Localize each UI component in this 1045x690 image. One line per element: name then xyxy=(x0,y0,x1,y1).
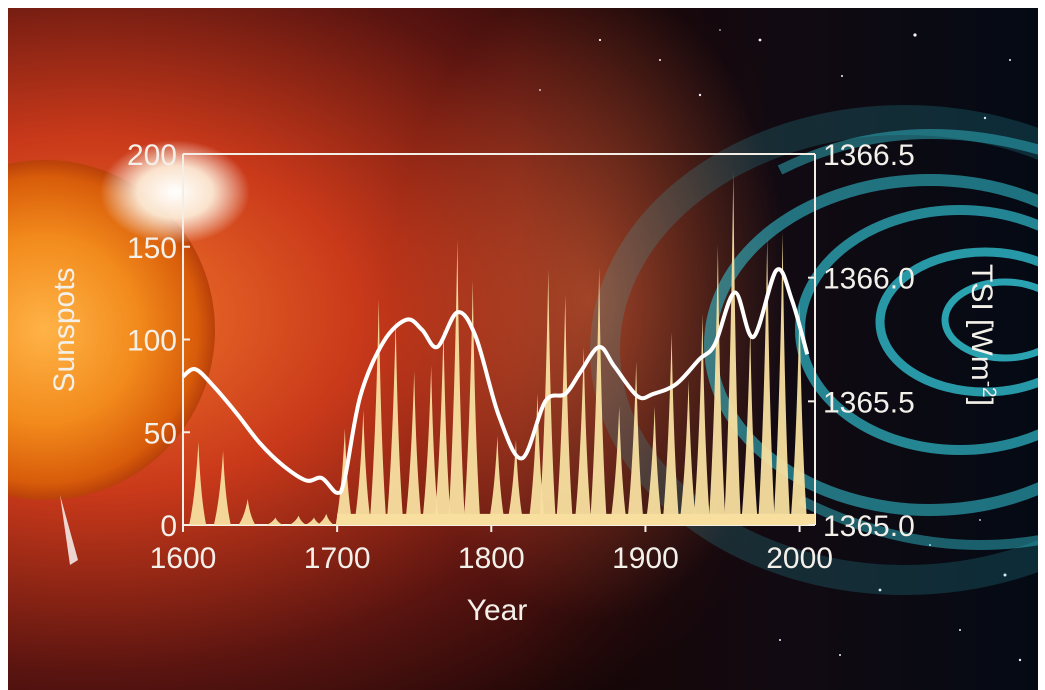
sunspot-cycle-29 xyxy=(708,244,726,525)
sunspot-cycle-3 xyxy=(266,517,284,525)
sunspot-cycle-8 xyxy=(354,409,372,525)
y2-tick-label-3: 1366.5 xyxy=(823,139,915,172)
y-tick-label-3: 150 xyxy=(127,232,177,265)
sunspot-cycle-5 xyxy=(304,517,322,525)
x-tick-label-0: 1600 xyxy=(150,542,217,575)
sunspot-cycle-34 xyxy=(790,302,808,525)
sunspot-cycle-16 xyxy=(488,435,506,525)
y2-axis-title-sup: -2 xyxy=(978,381,999,398)
y-tick-label-2: 100 xyxy=(127,325,177,358)
x-tick-label-3: 1900 xyxy=(612,542,679,575)
sunspot-cycle-24 xyxy=(626,361,644,525)
sunspot-cycle-23 xyxy=(609,406,627,525)
sunspot-cycle-31 xyxy=(741,328,758,525)
y-axis-title: Sunspots xyxy=(48,267,81,392)
solar-flare xyxy=(100,140,250,244)
sunspot-cycle-22 xyxy=(589,267,607,525)
stars xyxy=(539,29,1022,662)
tsi-series xyxy=(181,267,810,495)
x-axis-title: Year xyxy=(467,594,528,627)
y-tick-label-4: 200 xyxy=(127,139,177,172)
sunspot-cycle-1 xyxy=(213,450,231,525)
sunspot-cycle-20 xyxy=(556,294,573,525)
sunspot-cycle-15 xyxy=(463,280,481,525)
y2-axis-title-close: ] xyxy=(965,398,998,406)
sunspot-cycle-9 xyxy=(369,298,387,525)
sunspot-cycle-14 xyxy=(448,239,466,525)
x-tick-label-1: 1700 xyxy=(304,542,371,575)
sunspot-cycle-28 xyxy=(693,313,711,525)
sunspot-cycle-2 xyxy=(238,499,256,525)
x-tick-label-2: 1800 xyxy=(458,542,525,575)
sunspot-cycle-0 xyxy=(189,441,207,525)
axis-ticks: 1600 1700 1800 1900 2000 0 50 100 150 200 1365.0 13… xyxy=(127,139,915,575)
sunspot-cycle-17 xyxy=(506,439,524,525)
sunspot-cycle-11 xyxy=(404,371,422,525)
sunspot-cycle-6 xyxy=(317,513,335,525)
y2-axis-title: TSI [Wm-2] xyxy=(965,264,999,406)
x-tick-label-4: 2000 xyxy=(766,542,833,575)
sunspot-cycle-12 xyxy=(421,365,439,525)
sunspot-cycle-21 xyxy=(574,346,592,525)
sunspot-cycle-13 xyxy=(434,328,452,525)
sunspot-cycle-4 xyxy=(289,515,307,525)
y2-tick-label-2: 1366.0 xyxy=(823,263,915,296)
tsi-line xyxy=(181,267,810,495)
sunspot-cycle-10 xyxy=(386,319,404,525)
sunspot-cycle-18 xyxy=(528,393,546,525)
sunspot-cycle-33 xyxy=(773,231,791,525)
y2-tick-label-1: 1365.5 xyxy=(823,386,915,419)
sunspot-baseline xyxy=(337,513,815,525)
sunspot-cycle-27 xyxy=(679,380,697,525)
y2-axis-title-main: TSI [Wm xyxy=(965,264,998,381)
sun-disk xyxy=(8,160,215,500)
y-tick-label-1: 50 xyxy=(144,417,177,450)
sunspot-cycle-25 xyxy=(645,406,663,525)
sunspot-cycle-26 xyxy=(662,332,680,525)
sunspot-cycle-30 xyxy=(724,172,742,526)
y2-tick-label-0: 1365.0 xyxy=(823,510,915,543)
y-tick-label-0: 0 xyxy=(160,510,177,543)
flare-streak xyxy=(60,495,78,565)
sunspot-cycle-32 xyxy=(757,237,775,525)
